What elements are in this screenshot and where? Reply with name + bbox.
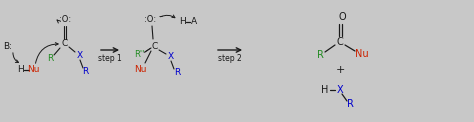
Text: B:: B: (3, 42, 12, 51)
Text: –: – (159, 12, 163, 21)
Text: O: O (338, 12, 346, 22)
Text: :Ȯ:: :Ȯ: (59, 15, 71, 25)
Text: C: C (62, 40, 68, 49)
Text: step 2: step 2 (218, 55, 242, 63)
Text: Nu: Nu (134, 65, 146, 73)
Text: :Ȯ:: :Ȯ: (144, 15, 156, 25)
Text: X: X (168, 52, 174, 61)
Text: R: R (317, 50, 323, 60)
Text: step 1: step 1 (98, 55, 122, 63)
Text: R: R (82, 67, 88, 76)
Text: R: R (346, 99, 354, 109)
Text: X: X (77, 51, 83, 61)
Text: C: C (337, 37, 343, 47)
Text: R: R (47, 55, 53, 63)
Text: R'': R'' (134, 51, 144, 60)
Text: H: H (321, 85, 328, 95)
Text: R: R (174, 68, 180, 77)
Text: A: A (191, 17, 197, 26)
Text: H: H (179, 17, 185, 26)
Text: H: H (17, 66, 23, 75)
Text: X: X (337, 85, 343, 95)
Text: Nu: Nu (27, 66, 39, 75)
Text: Nu: Nu (355, 49, 369, 59)
Text: +: + (335, 65, 345, 75)
Text: C: C (152, 42, 158, 51)
